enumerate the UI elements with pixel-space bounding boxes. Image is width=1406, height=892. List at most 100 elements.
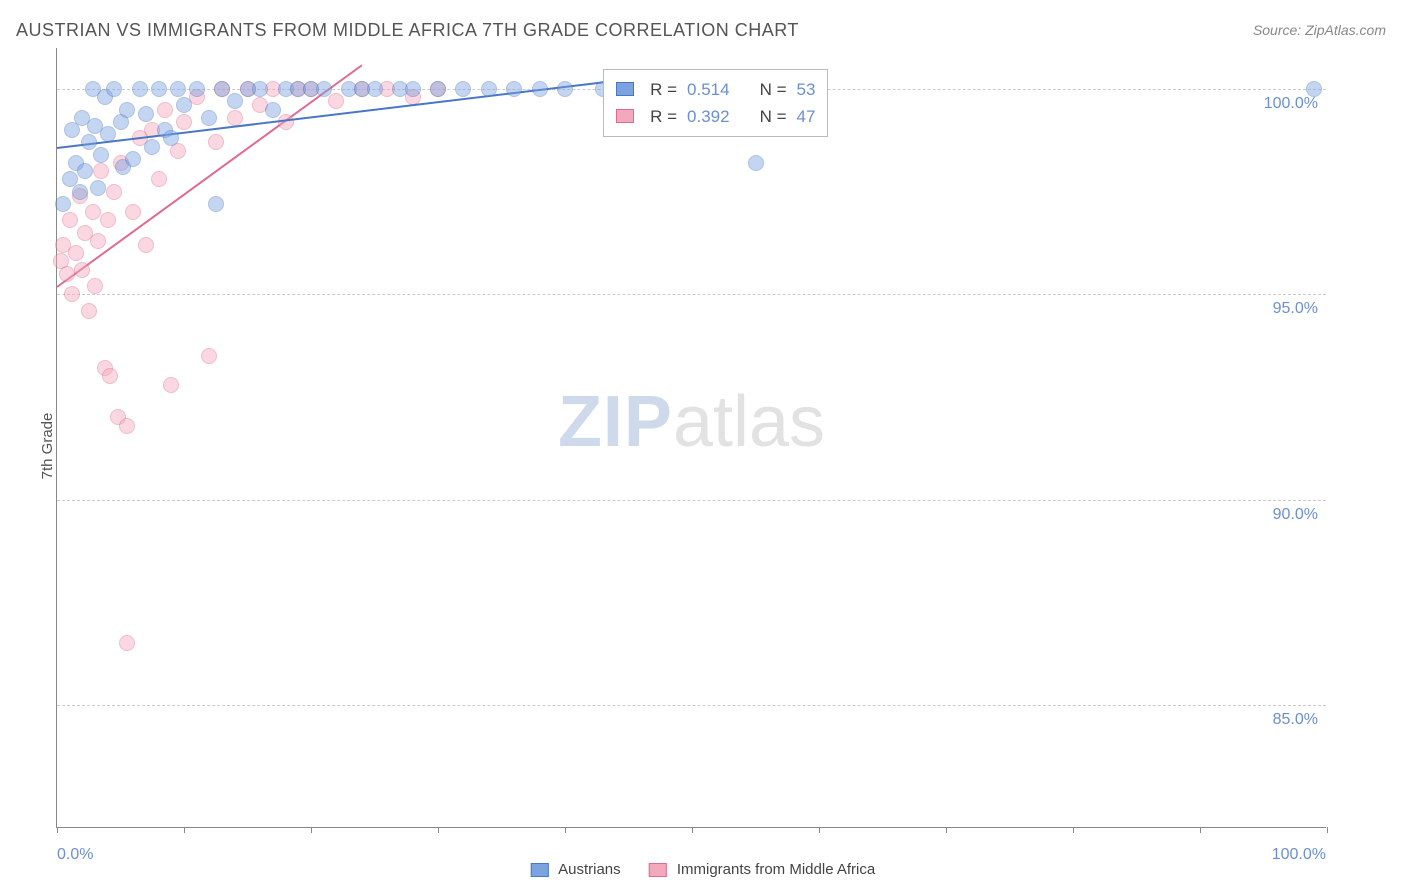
legend-stats-row-austrians: R = 0.514 N = 53: [616, 76, 815, 103]
x-tick: [1327, 827, 1328, 833]
scatter-point: [1306, 81, 1322, 97]
watermark-zip: ZIP: [558, 382, 673, 462]
r-value: 0.392: [687, 103, 730, 130]
scatter-point: [170, 81, 186, 97]
x-tick: [311, 827, 312, 833]
scatter-point: [90, 180, 106, 196]
scatter-point: [367, 81, 383, 97]
watermark-atlas: atlas: [673, 382, 825, 462]
scatter-point: [85, 204, 101, 220]
scatter-point: [506, 81, 522, 97]
x-first-label: 0.0%: [57, 846, 93, 864]
legend-swatch-immigrants: [649, 863, 667, 877]
legend-swatch-immigrants: [616, 109, 634, 123]
scatter-point: [81, 303, 97, 319]
scatter-point: [119, 102, 135, 118]
n-value: 47: [797, 103, 816, 130]
x-tick: [1073, 827, 1074, 833]
scatter-point: [227, 93, 243, 109]
grid-line: [57, 294, 1326, 295]
scatter-point: [405, 81, 421, 97]
scatter-point: [151, 81, 167, 97]
scatter-point: [157, 102, 173, 118]
x-tick: [946, 827, 947, 833]
x-tick: [184, 827, 185, 833]
scatter-point: [227, 110, 243, 126]
x-tick: [819, 827, 820, 833]
scatter-point: [214, 81, 230, 97]
scatter-point: [557, 81, 573, 97]
scatter-point: [151, 171, 167, 187]
scatter-point: [93, 163, 109, 179]
scatter-point: [176, 97, 192, 113]
chart-container: AUSTRIAN VS IMMIGRANTS FROM MIDDLE AFRIC…: [0, 0, 1406, 892]
scatter-point: [532, 81, 548, 97]
y-tick-label: 90.0%: [1273, 506, 1318, 524]
n-label: N =: [760, 103, 787, 130]
scatter-point: [132, 81, 148, 97]
scatter-point: [68, 245, 84, 261]
scatter-point: [316, 81, 332, 97]
legend-swatch-austrians: [616, 82, 634, 96]
scatter-point: [138, 106, 154, 122]
scatter-point: [119, 418, 135, 434]
y-axis-title: 7th Grade: [39, 413, 56, 480]
source-attribution: Source: ZipAtlas.com: [1253, 22, 1386, 38]
scatter-point: [208, 134, 224, 150]
scatter-point: [138, 237, 154, 253]
scatter-point: [72, 184, 88, 200]
watermark: ZIPatlas: [558, 381, 825, 463]
legend-item-immigrants: Immigrants from Middle Africa: [649, 861, 876, 878]
plot-area: ZIPatlas 100.0%95.0%90.0%85.0%0.0%100.0%…: [56, 48, 1326, 828]
x-last-label: 100.0%: [1272, 846, 1326, 864]
y-tick-label: 100.0%: [1264, 95, 1318, 113]
x-tick: [57, 827, 58, 833]
grid-line: [57, 705, 1326, 706]
scatter-point: [144, 139, 160, 155]
scatter-point: [201, 348, 217, 364]
y-tick-label: 85.0%: [1273, 711, 1318, 729]
scatter-point: [102, 368, 118, 384]
scatter-point: [189, 81, 205, 97]
x-tick: [565, 827, 566, 833]
scatter-point: [163, 377, 179, 393]
x-tick: [1200, 827, 1201, 833]
legend-swatch-austrians: [531, 863, 549, 877]
r-label: R =: [650, 76, 677, 103]
legend-bottom: Austrians Immigrants from Middle Africa: [531, 861, 875, 878]
legend-item-austrians: Austrians: [531, 861, 621, 878]
x-tick: [692, 827, 693, 833]
scatter-point: [125, 204, 141, 220]
scatter-point: [481, 81, 497, 97]
n-label: N =: [760, 76, 787, 103]
scatter-point: [90, 233, 106, 249]
n-value: 53: [797, 76, 816, 103]
scatter-point: [208, 196, 224, 212]
grid-line: [57, 500, 1326, 501]
scatter-point: [265, 102, 281, 118]
scatter-point: [455, 81, 471, 97]
scatter-point: [201, 110, 217, 126]
x-tick: [438, 827, 439, 833]
scatter-point: [163, 130, 179, 146]
scatter-point: [328, 93, 344, 109]
scatter-point: [100, 126, 116, 142]
legend-stats-row-immigrants: R = 0.392 N = 47: [616, 103, 815, 130]
scatter-point: [77, 163, 93, 179]
scatter-point: [176, 114, 192, 130]
y-tick-label: 95.0%: [1273, 300, 1318, 318]
r-value: 0.514: [687, 76, 730, 103]
scatter-point: [55, 196, 71, 212]
scatter-point: [430, 81, 446, 97]
legend-label-austrians: Austrians: [558, 861, 621, 878]
scatter-point: [100, 212, 116, 228]
chart-title: AUSTRIAN VS IMMIGRANTS FROM MIDDLE AFRIC…: [16, 20, 799, 41]
scatter-point: [93, 147, 109, 163]
scatter-point: [81, 134, 97, 150]
scatter-point: [87, 278, 103, 294]
r-label: R =: [650, 103, 677, 130]
scatter-point: [252, 81, 268, 97]
scatter-point: [748, 155, 764, 171]
scatter-point: [106, 81, 122, 97]
scatter-point: [62, 212, 78, 228]
